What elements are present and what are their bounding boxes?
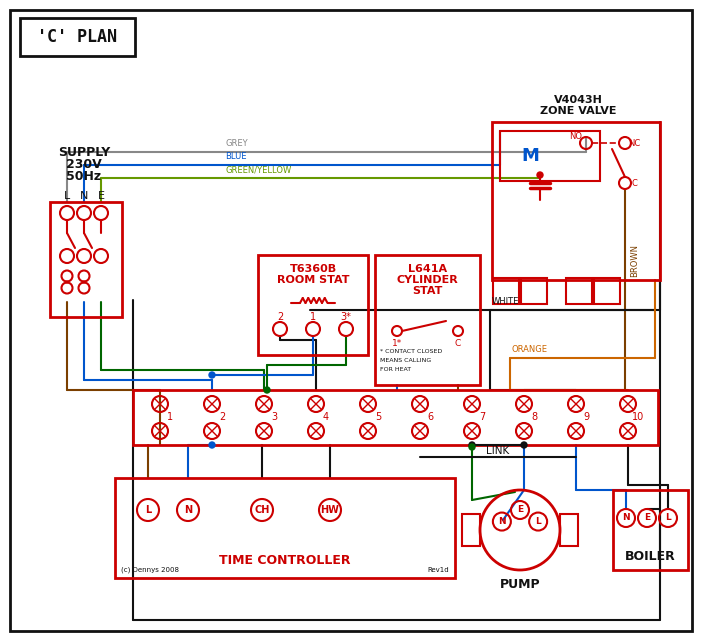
Text: E: E (517, 506, 523, 515)
Text: ORANGE: ORANGE (512, 345, 548, 354)
Text: GREY: GREY (225, 139, 248, 148)
Text: E: E (98, 191, 105, 201)
Circle shape (521, 442, 527, 448)
Bar (375, 255, 480, 385)
Text: E: E (644, 513, 650, 522)
Text: 7: 7 (479, 412, 485, 422)
Text: CYLINDER: CYLINDER (397, 275, 458, 285)
Text: ROOM STAT: ROOM STAT (277, 275, 350, 285)
Text: * CONTACT CLOSED: * CONTACT CLOSED (380, 349, 442, 353)
Text: M: M (521, 147, 539, 165)
Text: T6360B: T6360B (289, 264, 336, 274)
Text: FOR HEAT: FOR HEAT (380, 367, 411, 372)
Text: 3: 3 (271, 412, 277, 422)
Bar (20, 18, 135, 56)
Text: N: N (622, 513, 630, 522)
Text: 8: 8 (531, 412, 537, 422)
Text: 'C' PLAN: 'C' PLAN (37, 28, 117, 46)
Text: WHITE: WHITE (492, 297, 519, 306)
Circle shape (469, 442, 475, 448)
Text: 4: 4 (323, 412, 329, 422)
Bar (613, 490, 688, 570)
Bar (594, 278, 620, 304)
Circle shape (469, 444, 475, 450)
Text: 1*: 1* (392, 338, 402, 347)
Text: BOILER: BOILER (625, 549, 676, 563)
Bar (566, 278, 592, 304)
Text: SUPPLY: SUPPLY (58, 146, 110, 158)
Text: 5: 5 (375, 412, 381, 422)
Text: HW: HW (321, 505, 340, 515)
Bar (521, 278, 547, 304)
Text: NO: NO (569, 131, 583, 140)
Text: L: L (145, 505, 151, 515)
Bar (560, 514, 578, 546)
Bar (50, 202, 122, 317)
Text: (c) Dennys 2008: (c) Dennys 2008 (121, 567, 179, 573)
Text: L: L (64, 191, 70, 201)
Text: 3*: 3* (340, 312, 352, 322)
Text: L: L (535, 517, 541, 526)
Text: 9: 9 (583, 412, 589, 422)
Text: LINK: LINK (486, 446, 510, 456)
Text: L: L (665, 513, 671, 522)
Bar (258, 255, 368, 355)
Text: L641A: L641A (408, 264, 447, 274)
Text: N: N (80, 191, 88, 201)
Text: 2: 2 (219, 412, 225, 422)
Circle shape (537, 172, 543, 178)
Text: 6: 6 (427, 412, 433, 422)
Bar (115, 478, 455, 578)
Text: STAT: STAT (412, 286, 443, 296)
Bar (500, 131, 600, 181)
Bar (462, 514, 480, 546)
Bar (492, 122, 660, 280)
Circle shape (209, 442, 215, 448)
Text: Rev1d: Rev1d (428, 567, 449, 573)
Text: 1: 1 (167, 412, 173, 422)
Bar (133, 390, 658, 445)
Circle shape (264, 387, 270, 393)
Text: N: N (184, 505, 192, 515)
Text: V4043H: V4043H (554, 95, 602, 105)
Text: 10: 10 (632, 412, 644, 422)
Circle shape (209, 372, 215, 378)
Text: C: C (455, 338, 461, 347)
Text: GREEN/YELLOW: GREEN/YELLOW (225, 165, 291, 174)
Text: TIME CONTROLLER: TIME CONTROLLER (219, 553, 351, 567)
Text: 50Hz: 50Hz (67, 169, 102, 183)
Text: BLUE: BLUE (225, 152, 246, 161)
Text: CH: CH (254, 505, 270, 515)
Text: BROWN: BROWN (630, 244, 639, 276)
Text: NC: NC (628, 138, 640, 147)
Text: 1: 1 (310, 312, 316, 322)
Bar (493, 278, 519, 304)
Text: PUMP: PUMP (500, 578, 541, 590)
Text: ZONE VALVE: ZONE VALVE (540, 106, 616, 116)
Text: C: C (631, 178, 637, 188)
Text: N: N (498, 517, 505, 526)
Text: MEANS CALLING: MEANS CALLING (380, 358, 431, 363)
Text: 2: 2 (277, 312, 283, 322)
Text: 230V: 230V (66, 158, 102, 171)
